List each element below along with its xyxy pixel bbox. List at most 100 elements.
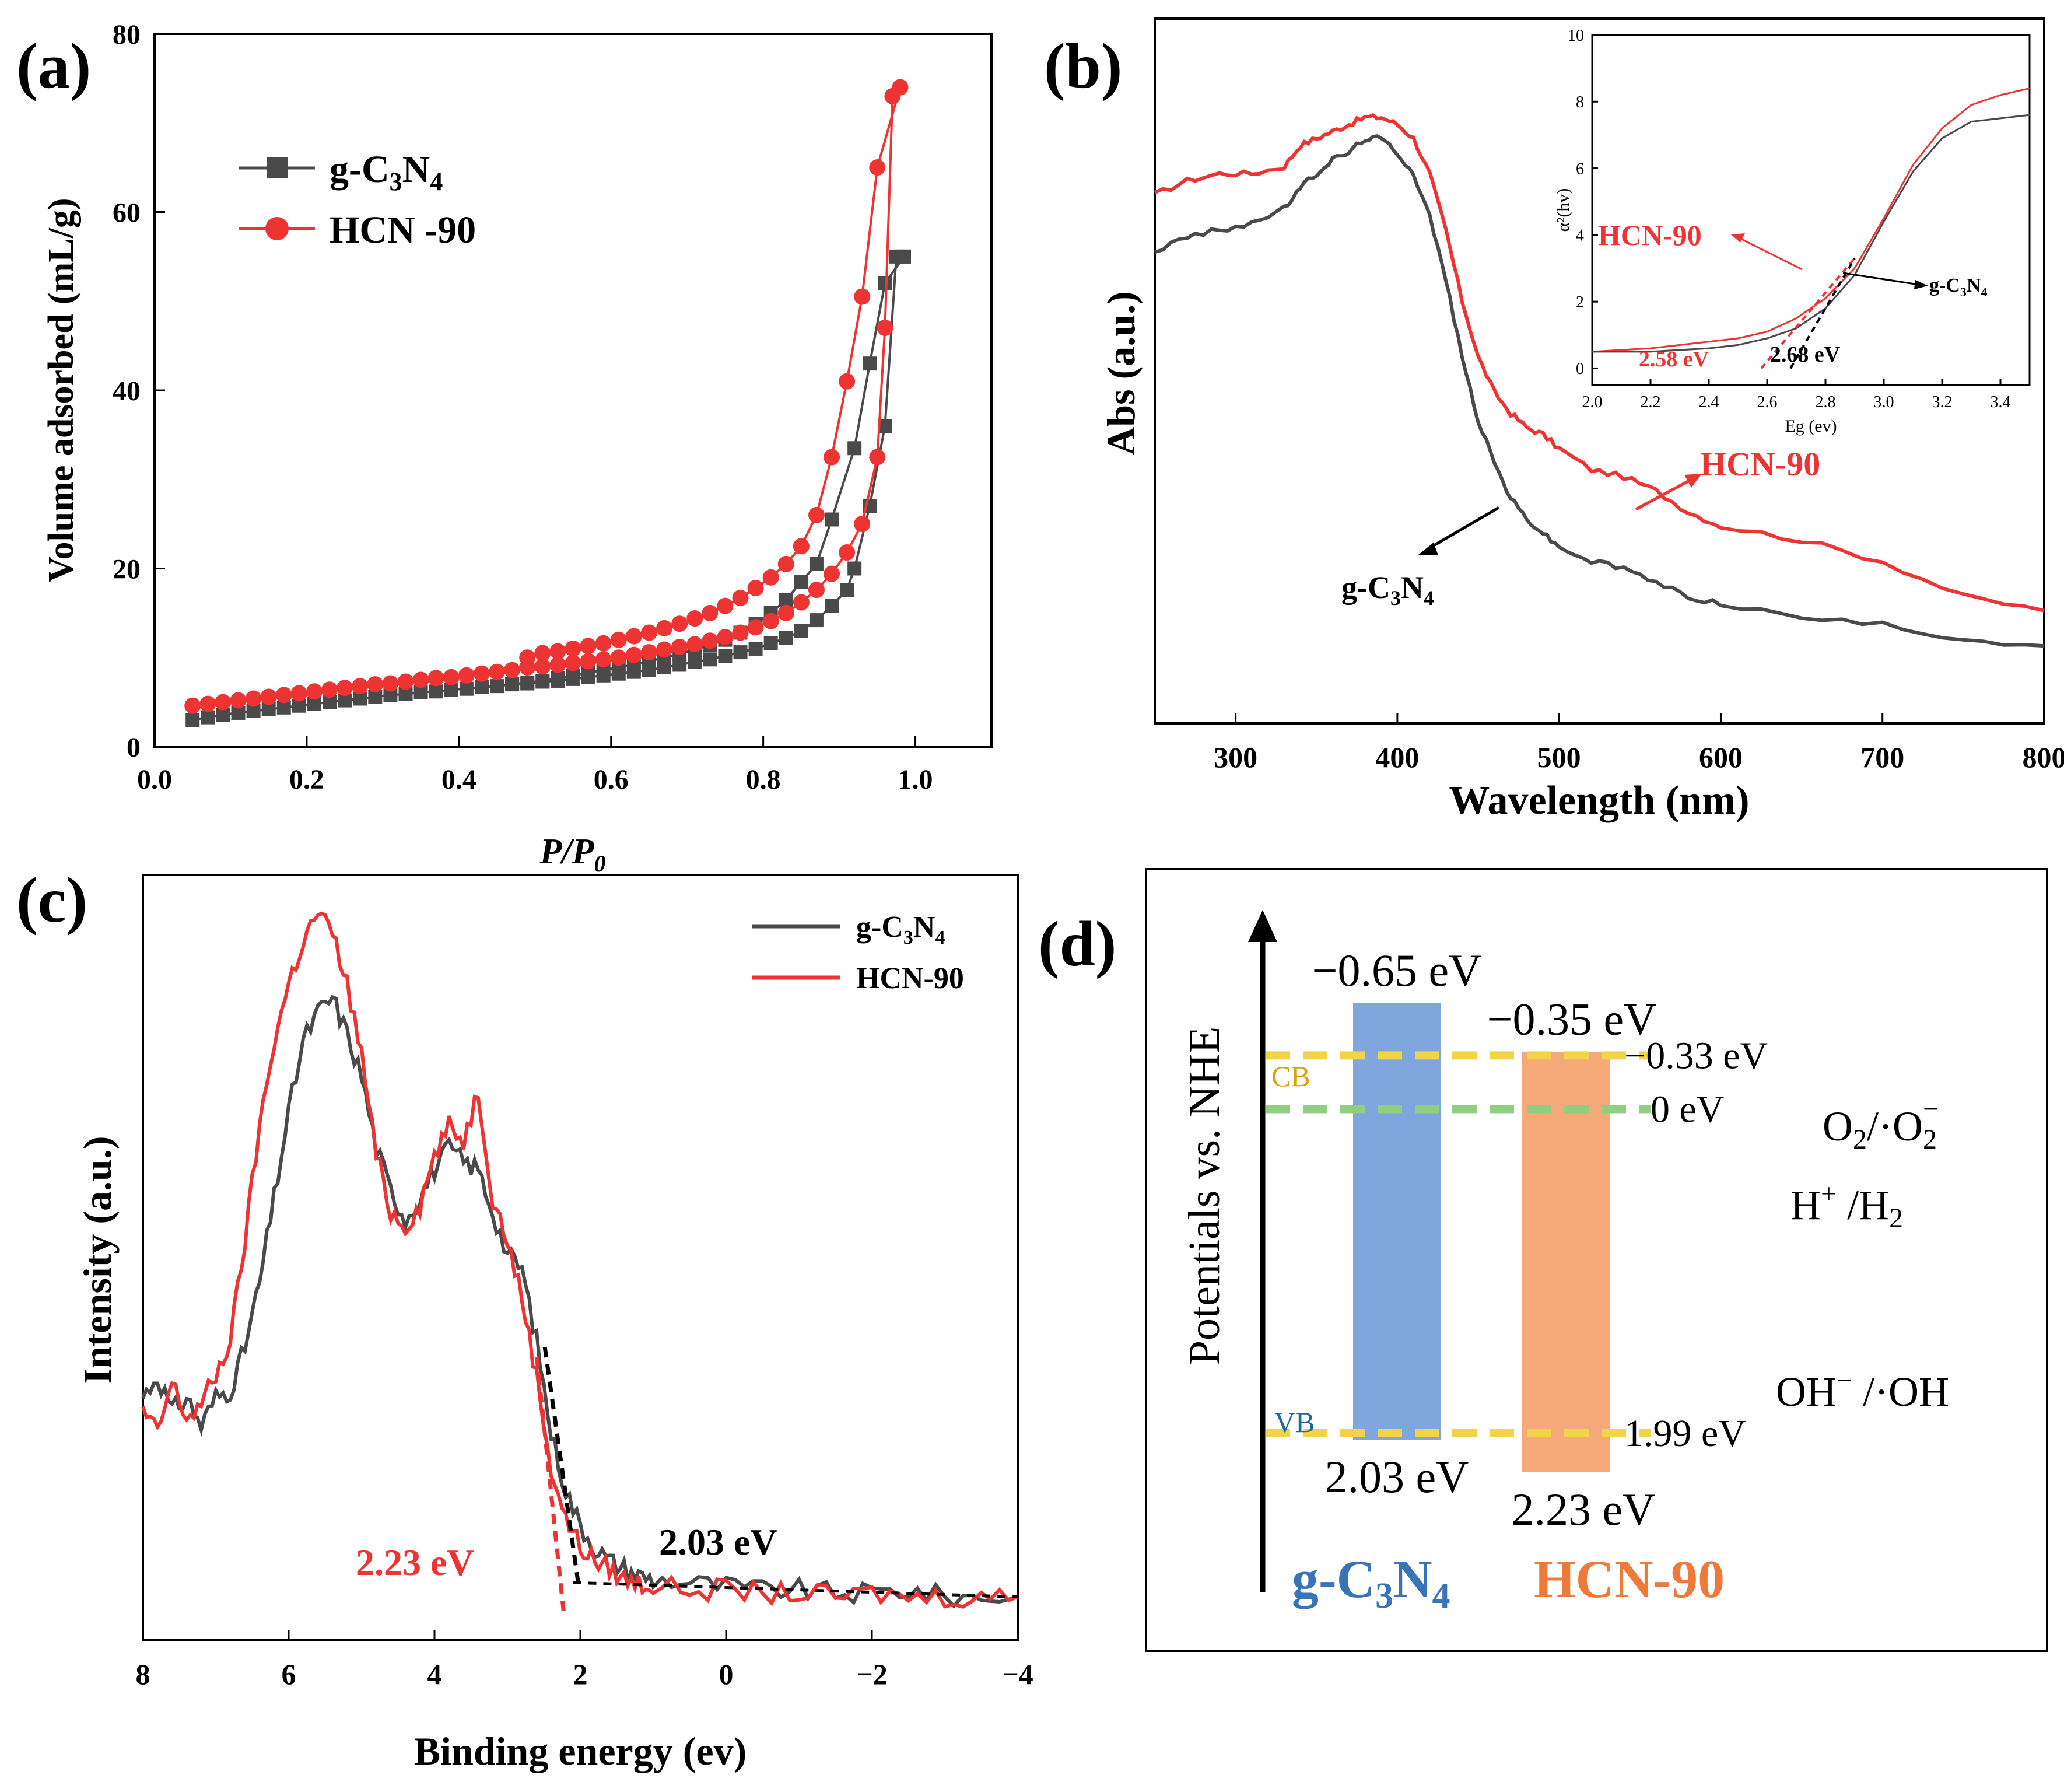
data-point-hcn: [443, 668, 460, 685]
data-point-hcn: [580, 638, 597, 654]
b-arrow-gcn-head: [1418, 542, 1438, 555]
panel-label-a: (a): [16, 30, 91, 102]
x-tick-label: 8: [136, 1658, 150, 1690]
data-point-hcn: [625, 628, 642, 645]
data-point-hcn: [686, 610, 703, 627]
panel-b-frame: [1154, 18, 2045, 724]
inset-gap-hcn: 2.58 eV: [1639, 347, 1709, 372]
legend-label-hcn: HCN -90: [330, 209, 476, 251]
data-point-hcn: [397, 673, 414, 690]
inset-tangent-gcn: [1789, 257, 1856, 369]
data-point-hcn: [215, 694, 232, 710]
x-tick-label: 0: [719, 1658, 734, 1690]
inset-arrow-gcn-head: [1914, 280, 1928, 289]
inset-tangent-hcn: [1760, 257, 1856, 369]
panel-c-plot-area: [141, 911, 1019, 1612]
y-tick-label: 6: [1576, 160, 1584, 178]
level-value-2: 1.99 eV: [1624, 1412, 1746, 1455]
inset-axes: 2.0 2.2 2.4 2.6 2.8 3.0 3.2 3.4 0 2 4 6 8 10: [1568, 27, 2011, 411]
data-point-gcn: [878, 276, 892, 290]
data-point-gcn: [733, 645, 748, 660]
data-point-hcn: [656, 641, 673, 658]
data-point-hcn: [671, 638, 688, 655]
data-point-hcn: [732, 624, 749, 641]
data-point-gcn: [847, 441, 862, 456]
y-tick-label: 0: [1576, 360, 1584, 378]
data-point-hcn: [382, 675, 399, 692]
data-point-hcn: [808, 582, 825, 598]
data-point-hcn: [656, 620, 673, 636]
data-point-hcn: [595, 651, 612, 668]
data-point-hcn: [717, 597, 734, 614]
data-point-gcn: [551, 671, 565, 685]
data-point-hcn: [595, 635, 612, 652]
data-point-hcn: [549, 656, 566, 673]
data-point-hcn: [854, 288, 871, 305]
panel-b-ylabel: Abs (a.u.): [1099, 291, 1143, 456]
legend-label-gcn: g-C3N4: [330, 148, 443, 196]
data-point-gcn: [763, 636, 778, 650]
y-tick-label: 60: [113, 197, 141, 228]
data-point-gcn: [688, 654, 702, 669]
x-tick-label: 0.2: [289, 764, 324, 795]
data-point-gcn: [474, 680, 489, 694]
data-point-hcn: [747, 619, 764, 636]
data-point-hcn: [458, 667, 475, 684]
data-point-hcn: [793, 538, 810, 555]
x-tick-label: 300: [1214, 741, 1257, 774]
panel-c-axes: 8 6 4 2 0 −2 −4: [136, 1630, 1033, 1690]
d-ylabel: Potentials vs. NHE: [1180, 1027, 1229, 1366]
data-point-hcn: [762, 612, 779, 629]
panel-a-isotherm: 0.0 0.2 0.4 0.6 0.8 1.0 0 20 40 60 80 Volume adsor…: [41, 19, 993, 877]
x-tick-label: 2.4: [1699, 393, 1719, 411]
data-point-hcn: [321, 681, 338, 698]
data-point-hcn: [519, 649, 536, 666]
data-point-hcn: [427, 670, 444, 687]
inset-gap-gcn: 2.68 eV: [1770, 342, 1841, 367]
b-arrow-hcn-head: [1684, 474, 1702, 488]
inset-ylabel: α²(hv): [1554, 188, 1573, 232]
d-couple-h2: H+ /H2: [1790, 1178, 1903, 1234]
panel-a-axes: 0.0 0.2 0.4 0.6 0.8 1.0 0 20 40 60 80: [113, 19, 933, 795]
x-tick-label: 0.0: [137, 764, 172, 795]
inset-label-hcn: HCN-90: [1598, 219, 1702, 251]
band-vb-label-hcn: 2.23 eV: [1512, 1484, 1656, 1535]
x-tick-label: 3.2: [1932, 393, 1953, 411]
x-tick-label: 3.0: [1874, 393, 1894, 411]
c-gap-hcn: 2.23 eV: [356, 1542, 474, 1583]
data-point-hcn: [565, 654, 581, 671]
data-point-hcn: [877, 320, 893, 337]
c-legend-label-gcn: g-C3N4: [856, 911, 945, 949]
data-point-hcn: [473, 665, 490, 682]
x-tick-label: 2.2: [1641, 393, 1661, 411]
x-tick-label: 700: [1860, 741, 1904, 774]
data-point-hcn: [702, 632, 719, 649]
data-point-gcn: [459, 681, 474, 696]
d-couple-oh: OH− /·OH: [1776, 1365, 1949, 1415]
data-point-hcn: [534, 658, 551, 675]
panel-d-band-diagram: Potentials vs. NHE −0.65 eV 2.03 eV −0.35 …: [1145, 868, 2048, 1652]
b-arrow-gcn: [1428, 506, 1500, 550]
panel-d-frame: [1145, 868, 2048, 1652]
data-point-hcn: [489, 663, 506, 680]
series-line-gcn: [141, 995, 1018, 1609]
y-tick-label: 20: [113, 554, 141, 584]
x-tick-label: −4: [1002, 1658, 1033, 1690]
data-point-hcn: [260, 688, 277, 705]
y-tick-label: 10: [1568, 27, 1584, 45]
data-point-hcn: [337, 680, 353, 696]
panel-label-d: (d): [1038, 908, 1116, 979]
x-tick-label: 4: [427, 1658, 442, 1690]
data-point-hcn: [892, 79, 909, 96]
x-tick-label: 0.4: [441, 764, 476, 795]
data-point-gcn: [794, 624, 808, 638]
data-point-hcn: [839, 373, 856, 390]
legend-marker-gcn: [267, 158, 288, 178]
panel-b-xlabel: Wavelength (nm): [1449, 778, 1749, 823]
tangent-gcn: [542, 1340, 580, 1583]
d-couple-o2: O2/·O2−: [1823, 1094, 1939, 1155]
data-point-gcn: [520, 676, 535, 690]
data-point-gcn: [896, 249, 911, 264]
c-gap-gcn: 2.03 eV: [659, 1521, 777, 1563]
